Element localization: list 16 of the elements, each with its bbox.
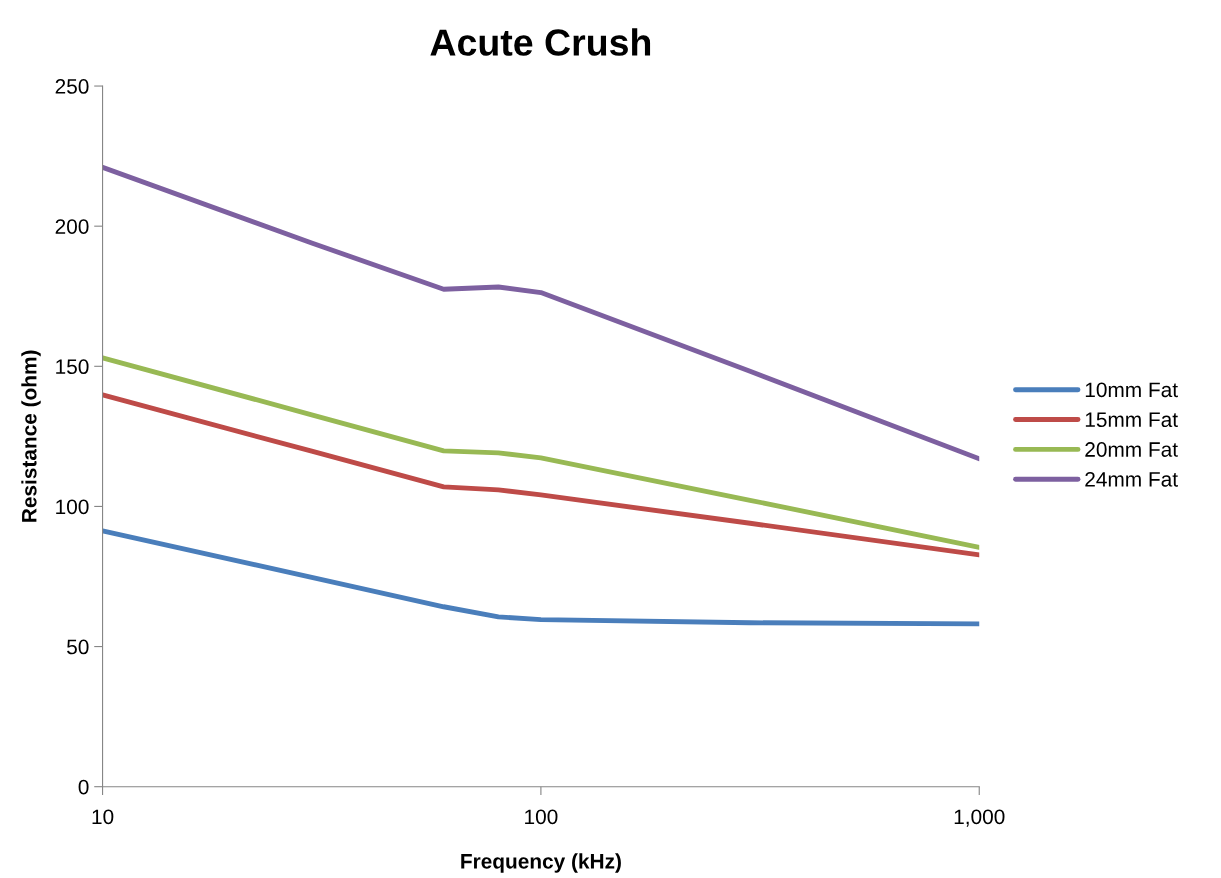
y-axis-title: Resistance (ohm) <box>21 350 41 522</box>
x-tick-label: 10 <box>92 809 114 825</box>
y-tick-label: 0 <box>78 779 89 795</box>
x-tick-label: 100 <box>525 809 558 825</box>
y-tick-label: 100 <box>56 499 89 515</box>
chart-title: Acute Crush <box>430 28 651 56</box>
legend-label: 20mm Fat <box>1085 442 1178 457</box>
y-tick-label: 200 <box>55 219 89 234</box>
legend-label: 15mm Fat <box>1085 412 1178 428</box>
x-tick-label: 1,000 <box>954 809 1005 827</box>
y-tick-label: 50 <box>67 639 89 655</box>
legend-label: 24mm Fat <box>1085 471 1178 487</box>
legend-label: 10mm Fat <box>1085 382 1178 398</box>
y-tick-label: 250 <box>55 79 89 94</box>
x-axis-title: Frequency (kHz) <box>461 853 621 873</box>
y-tick-label: 150 <box>56 359 89 375</box>
